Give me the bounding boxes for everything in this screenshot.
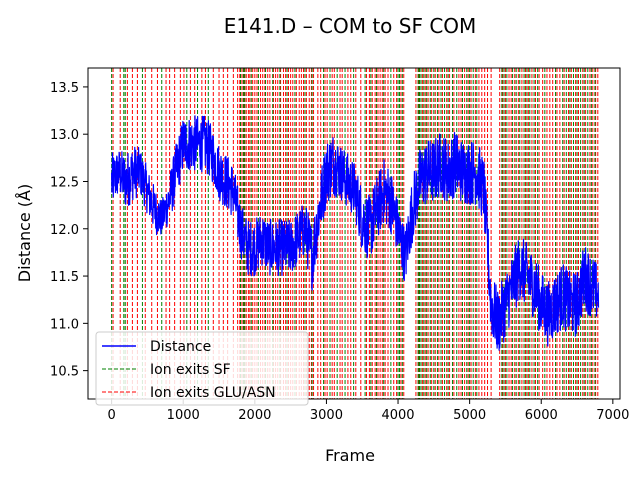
x-tick-label: 2000 <box>238 408 271 423</box>
y-axis-label: Distance (Å) <box>15 184 34 282</box>
legend: Distance Ion exits SF Ion exits GLU/ASN <box>95 331 309 406</box>
x-tick-label: 3000 <box>310 408 343 423</box>
x-tick-label: 1000 <box>167 408 200 423</box>
x-tick-label: 4000 <box>381 408 414 423</box>
y-tick-label: 10.5 <box>50 365 79 380</box>
x-axis-label: Frame <box>325 446 375 465</box>
distance-trace <box>111 115 600 351</box>
x-axis: 0 1000 2000 3000 4000 5000 6000 7000 <box>107 399 629 423</box>
x-tick-label: 7000 <box>596 408 629 423</box>
legend-label-distance: Distance <box>150 339 211 355</box>
y-tick-label: 11.0 <box>50 317 79 332</box>
legend-label-ion-exits-glu-asn: Ion exits GLU/ASN <box>150 385 276 401</box>
y-tick-label: 12.5 <box>50 175 79 190</box>
plot-frame <box>87 67 621 400</box>
y-tick-label: 12.0 <box>50 223 79 238</box>
distance-series <box>111 115 600 351</box>
x-tick-label: 0 <box>107 408 115 423</box>
y-tick-label: 11.5 <box>50 270 79 285</box>
x-tick-label: 6000 <box>525 408 558 423</box>
y-axis: 10.5 11.0 11.5 12.0 12.5 13.0 13.5 <box>50 81 88 380</box>
legend-box <box>95 331 309 406</box>
x-tick-label: 5000 <box>453 408 486 423</box>
chart-title: E141.D – COM to SF COM <box>224 14 477 38</box>
legend-label-ion-exits-sf: Ion exits SF <box>150 362 231 378</box>
y-tick-label: 13.0 <box>50 128 79 143</box>
y-tick-label: 13.5 <box>50 81 79 96</box>
